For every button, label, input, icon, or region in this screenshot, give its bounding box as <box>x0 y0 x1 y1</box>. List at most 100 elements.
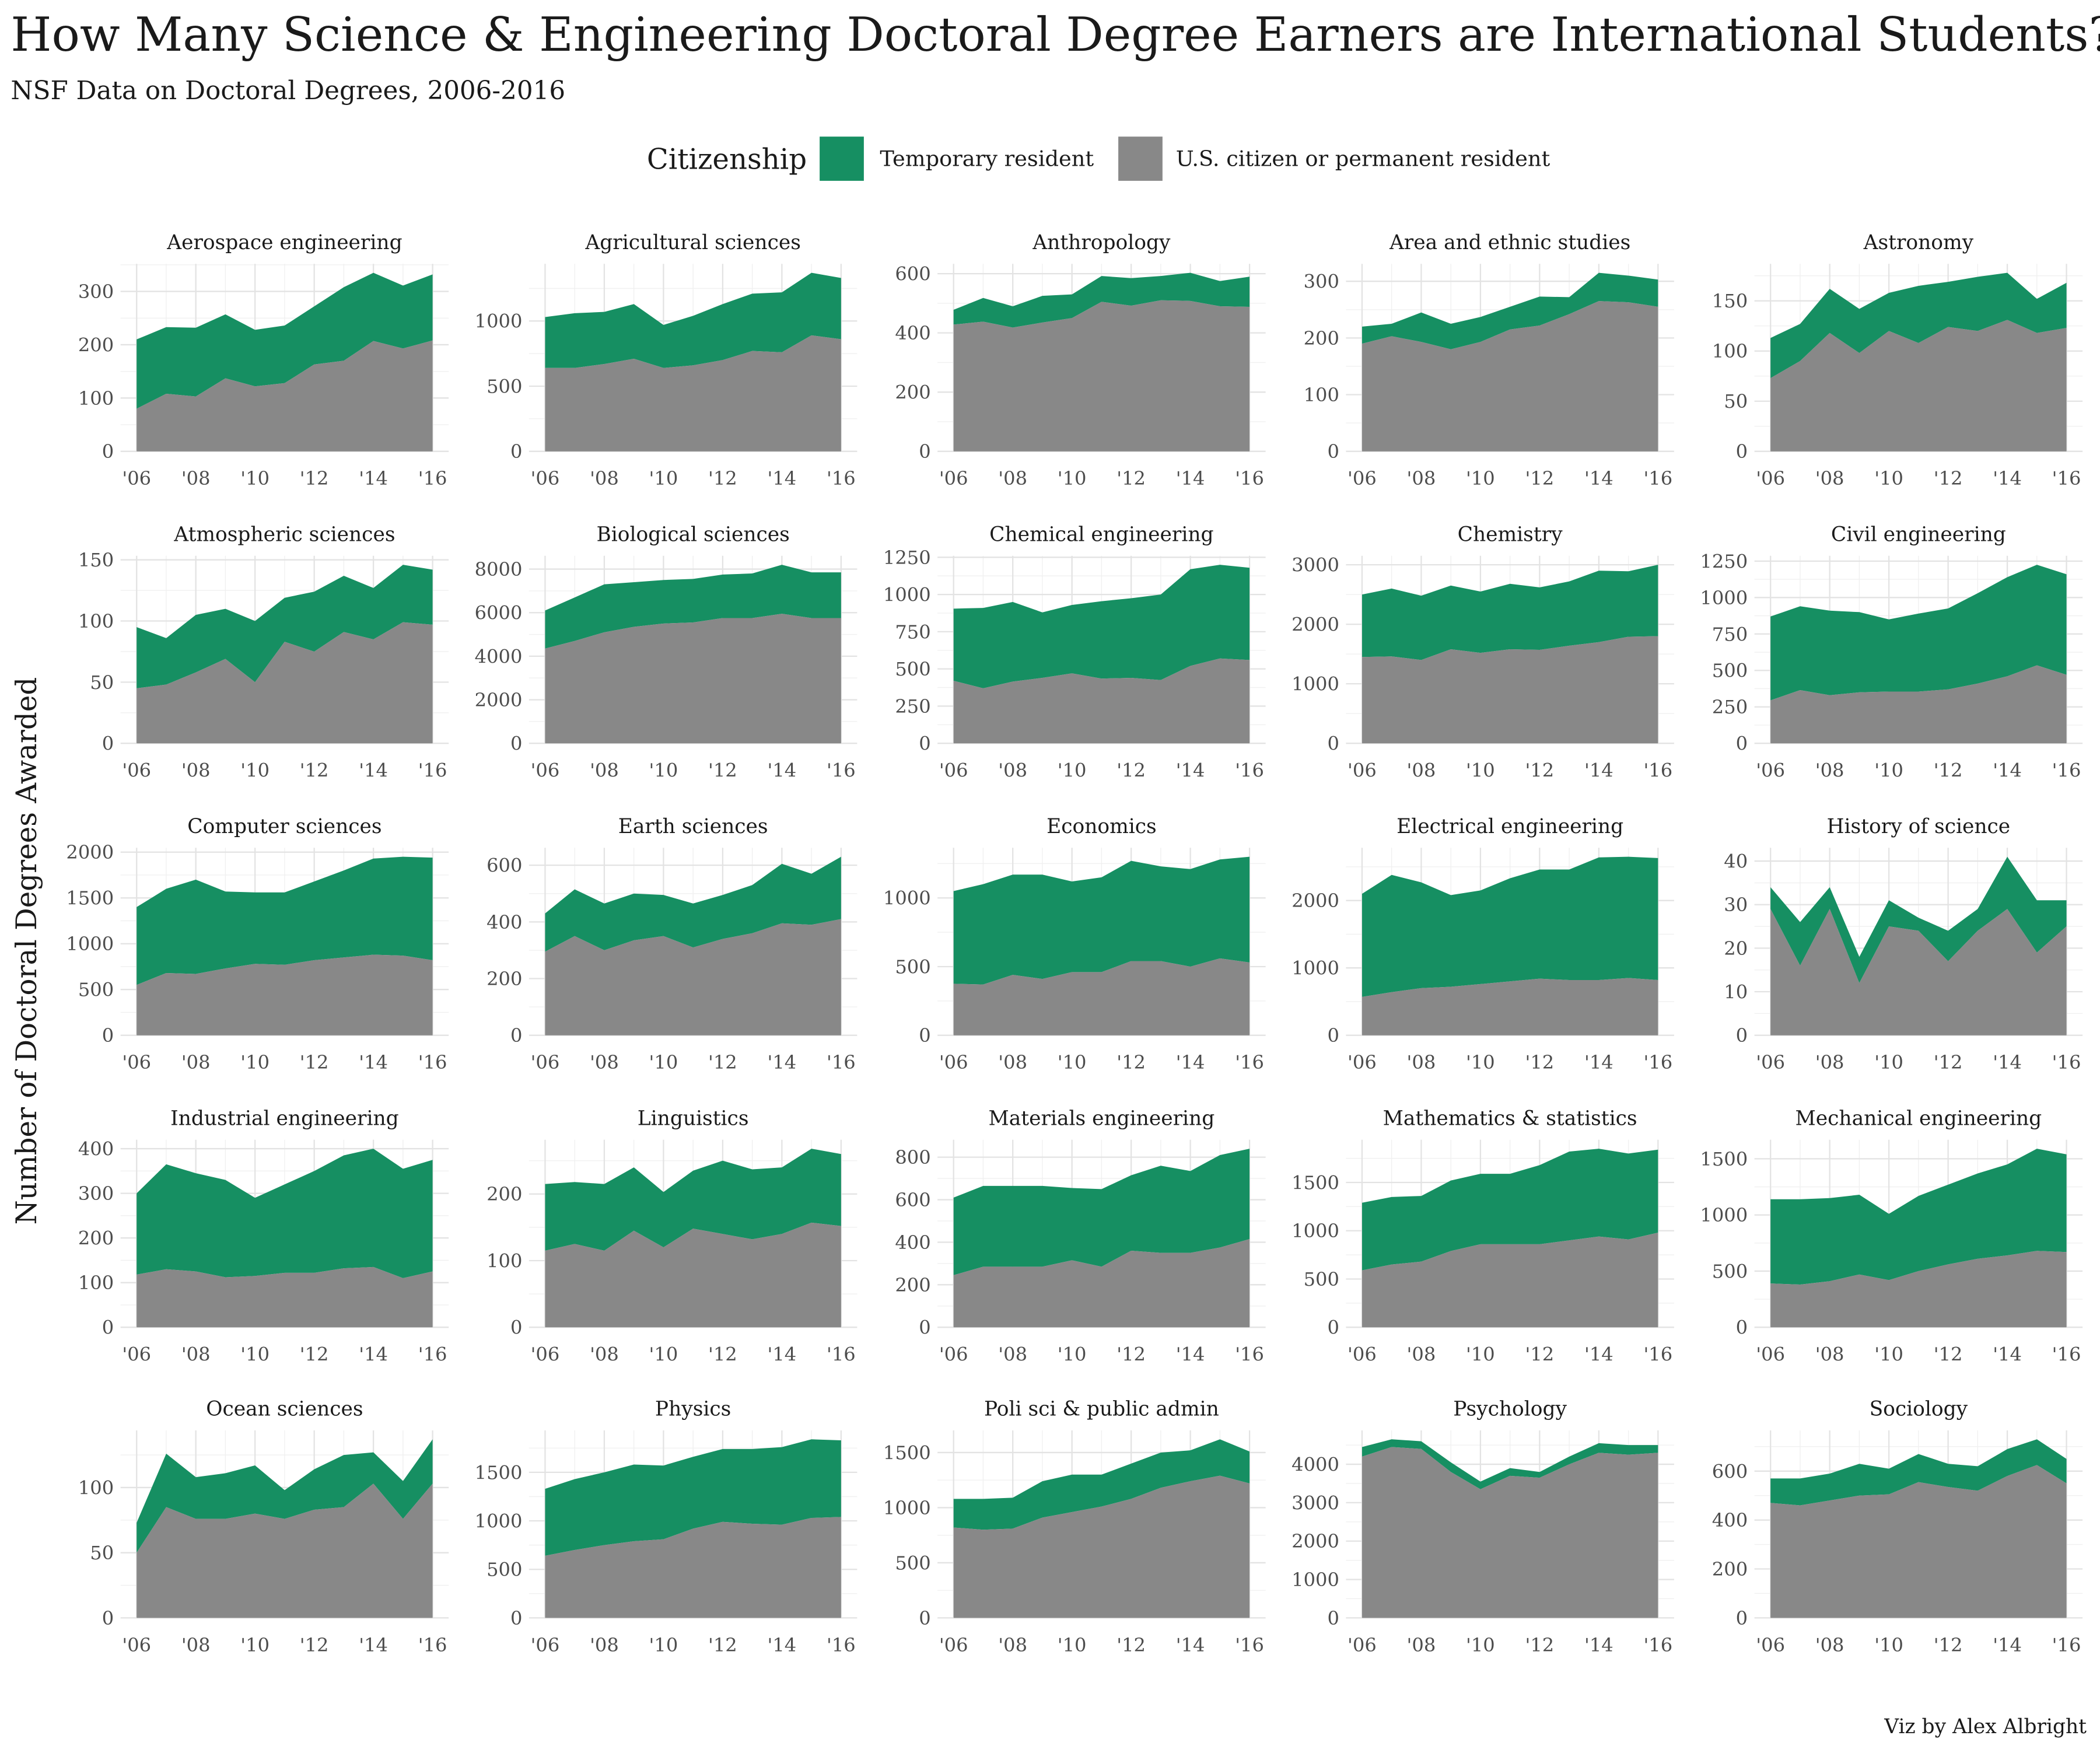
panel-title: Economics <box>1046 815 1157 838</box>
panel: Civil engineering 0 250 500 750 1000 1250 '06 '0… <box>1700 523 2083 782</box>
y-tick-label: 2000 <box>66 841 114 863</box>
y-tick-label: 250 <box>1712 696 1748 718</box>
panel-title: Mechanical engineering <box>1796 1107 2042 1131</box>
panel: Computer sciences 0 500 1000 1500 2000 '06 '08 '… <box>66 815 449 1073</box>
area-temporary-resident <box>1362 565 1658 660</box>
x-tick-label: '06 <box>531 1343 560 1366</box>
panel-title: Atmospheric sciences <box>173 523 395 547</box>
y-tick-label: 100 <box>78 1476 114 1499</box>
y-tick-label: 600 <box>487 855 522 877</box>
area-us-citizen <box>136 622 433 744</box>
y-tick-label: 1000 <box>66 933 114 955</box>
y-tick-label: 1000 <box>1292 1569 1339 1591</box>
y-tick-label: 600 <box>895 1189 930 1211</box>
x-tick-label: '12 <box>708 760 737 782</box>
area-us-citizen <box>953 1238 1250 1328</box>
x-tick-label: '06 <box>531 760 560 782</box>
x-tick-label: '08 <box>998 1343 1027 1366</box>
x-tick-label: '14 <box>359 467 388 489</box>
area-temporary-resident <box>1362 1439 1658 1489</box>
y-tick-label: 4000 <box>1292 1454 1339 1476</box>
x-tick-label: '06 <box>939 1343 968 1366</box>
x-tick-label: '12 <box>1116 1051 1146 1073</box>
x-tick-label: '10 <box>240 467 270 489</box>
x-tick-label: '08 <box>1815 1343 1845 1366</box>
panel-title: Sociology <box>1870 1398 1968 1421</box>
panel: Anthropology 0 200 400 600 '06 '08 '10 '12 '14 '16 <box>895 231 1266 489</box>
x-tick-label: '10 <box>1058 1051 1087 1073</box>
x-tick-label: '08 <box>590 1051 619 1073</box>
x-tick-label: '08 <box>181 467 211 489</box>
x-tick-label: '16 <box>2052 1343 2081 1366</box>
panel: Poli sci & public admin 0 500 1000 1500 '06 '0… <box>883 1398 1266 1656</box>
y-tick-label: 50 <box>90 1542 114 1564</box>
x-tick-label: '10 <box>649 1343 678 1366</box>
x-tick-label: '08 <box>1407 1634 1436 1656</box>
panel-title: Ocean sciences <box>206 1398 363 1421</box>
area-temporary-resident <box>953 1439 1250 1530</box>
y-tick-label: 800 <box>895 1146 930 1168</box>
x-tick-label: '06 <box>939 1051 968 1073</box>
panel-title: Chemistry <box>1458 523 1563 547</box>
area-temporary-resident <box>545 565 841 649</box>
y-tick-label: 200 <box>78 334 114 356</box>
x-tick-label: '10 <box>240 1634 270 1656</box>
panels: Aerospace engineering0100200300'06'08'10… <box>66 231 2083 1656</box>
area-us-citizen <box>545 614 841 744</box>
y-tick-label: 0 <box>510 733 522 755</box>
x-tick-label: '14 <box>768 760 797 782</box>
area-us-citizen <box>1770 320 2067 452</box>
area-us-citizen <box>136 340 433 452</box>
y-tick-label: 1000 <box>1292 673 1339 695</box>
y-tick-label: 600 <box>895 263 930 285</box>
x-tick-label: '16 <box>1643 1051 1672 1073</box>
area-us-citizen <box>1770 1465 2067 1618</box>
x-tick-label: '16 <box>2052 760 2081 782</box>
x-tick-label: '08 <box>590 1343 619 1366</box>
legend-swatch-temporary <box>820 137 864 181</box>
y-tick-label: 0 <box>1736 733 1748 755</box>
x-tick-label: '14 <box>768 1051 797 1073</box>
x-tick-label: '12 <box>1525 1051 1555 1073</box>
y-tick-label: 600 <box>1712 1460 1748 1482</box>
area-temporary-resident <box>136 565 433 688</box>
x-tick-label: '12 <box>300 760 329 782</box>
x-tick-label: '08 <box>998 1051 1027 1073</box>
y-tick-label: 0 <box>1327 440 1339 463</box>
x-tick-label: '12 <box>1934 1051 1963 1073</box>
x-tick-label: '14 <box>1584 1634 1614 1656</box>
x-tick-label: '16 <box>1235 467 1264 489</box>
x-tick-label: '14 <box>1176 467 1205 489</box>
panel: Chemistry 0 1000 2000 3000 '06 '08 '10 '12 '14 '16 <box>1292 523 1674 782</box>
x-tick-label: '08 <box>1407 467 1436 489</box>
y-tick-label: 1000 <box>883 584 931 606</box>
y-tick-label: 0 <box>510 1317 522 1339</box>
area-temporary-resident <box>136 1149 433 1279</box>
area-temporary-resident <box>953 272 1250 328</box>
x-tick-label: '10 <box>1058 1634 1087 1656</box>
area-temporary-resident <box>1362 856 1658 997</box>
panel-title: Anthropology <box>1032 231 1171 254</box>
x-tick-label: '14 <box>1176 1051 1205 1073</box>
x-tick-label: '08 <box>181 760 211 782</box>
y-tick-label: 400 <box>895 1231 930 1254</box>
x-tick-label: '16 <box>827 760 856 782</box>
x-tick-label: '12 <box>1934 467 1963 489</box>
x-tick-label: '08 <box>998 760 1027 782</box>
x-tick-label: '06 <box>531 1051 560 1073</box>
area-temporary-resident <box>1362 272 1658 349</box>
x-tick-label: '12 <box>1525 760 1555 782</box>
y-tick-label: 200 <box>78 1227 114 1250</box>
y-tick-label: 0 <box>919 733 930 755</box>
x-tick-label: '16 <box>1235 1634 1264 1656</box>
y-tick-label: 0 <box>919 1024 930 1047</box>
legend-swatch-us <box>1118 137 1163 181</box>
y-tick-label: 1000 <box>1700 1204 1748 1226</box>
x-tick-label: '10 <box>1466 1634 1495 1656</box>
panel-title: Chemical engineering <box>989 523 1213 547</box>
y-tick-label: 200 <box>487 968 522 990</box>
area-us-citizen <box>953 958 1250 1035</box>
x-tick-label: '16 <box>1643 1343 1672 1366</box>
y-tick-label: 0 <box>1736 440 1748 463</box>
